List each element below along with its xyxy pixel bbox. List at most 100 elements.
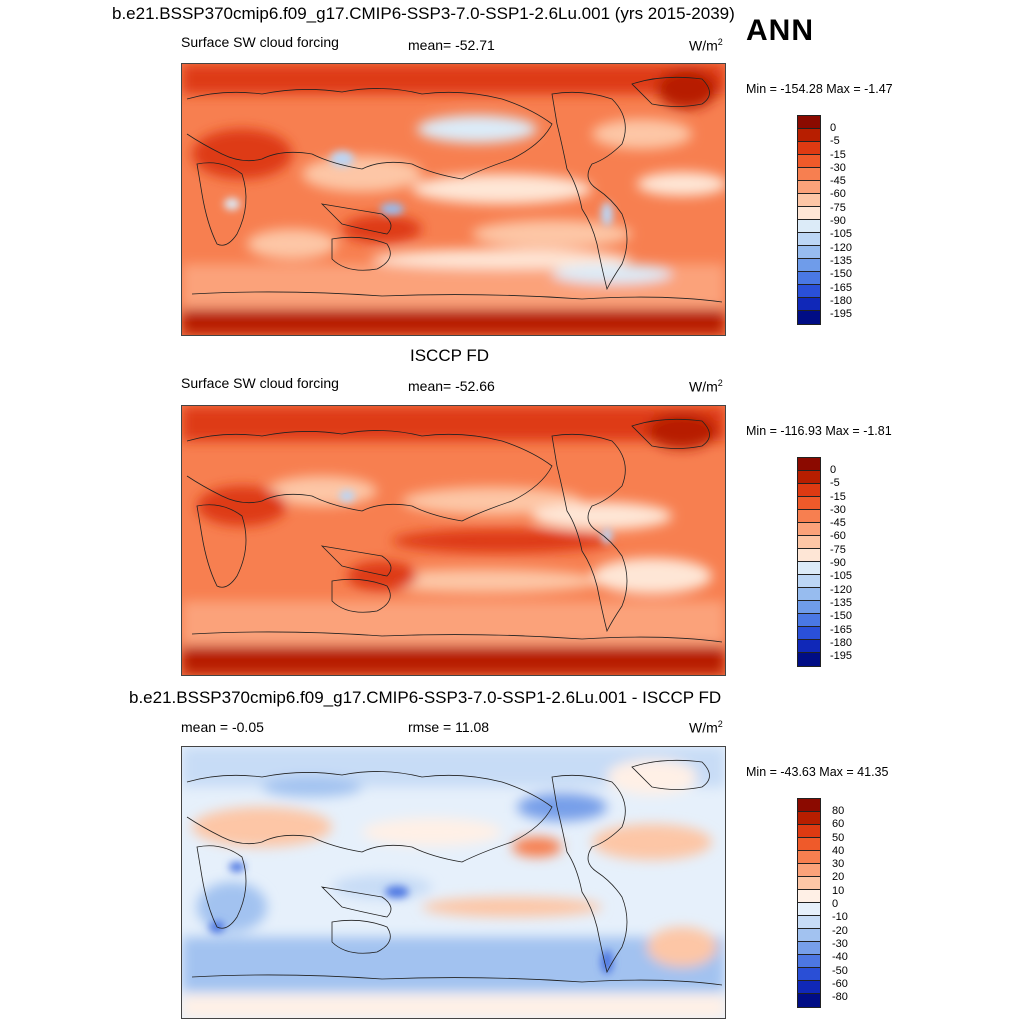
colorbar-swatch: [798, 916, 820, 929]
colorbar-tick-label: -30: [830, 161, 846, 174]
colorbar-tick-label: 0: [830, 122, 837, 134]
panel2-minmax: Min = -116.93 Max = -1.81: [746, 424, 892, 438]
colorbar-tick-label: -105: [830, 570, 853, 583]
colorbar-swatch: [798, 653, 820, 666]
colorbar-swatch: [798, 272, 820, 285]
panel3-minmax: Min = -43.63 Max = 41.35: [746, 765, 889, 779]
colorbar-swatch: [798, 981, 820, 994]
colorbar-tick-label: -195: [830, 308, 853, 321]
colorbar-swatch: [798, 968, 820, 981]
colorbar-tick-label: -60: [830, 188, 846, 201]
colorbar-tick-label: -195: [830, 650, 853, 663]
colorbar-tick-label: -5: [830, 477, 840, 490]
panel1-minmax: Min = -154.28 Max = -1.47: [746, 82, 893, 96]
colorbar-tick-label: 80: [832, 805, 845, 817]
colorbar-swatch: [798, 812, 820, 825]
colorbar-swatch: [798, 246, 820, 259]
colorbar-tick-label: -120: [830, 241, 853, 254]
panel3-colorbar-labels: 80 60 50 40 30 20 10 0 -10 -20 -30 -40 -50 -60 -80: [832, 805, 848, 1004]
colorbar-swatch: [798, 168, 820, 181]
colorbar-tick-label: 20: [832, 871, 845, 884]
panel3-mean-label: mean = -0.05: [181, 719, 264, 735]
panel2-variable-label: Surface SW cloud forcing: [181, 375, 339, 391]
colorbar-swatch: [798, 142, 820, 155]
colorbar-swatch: [798, 825, 820, 838]
panel2-units: W/m2: [689, 378, 723, 395]
colorbar-tick-label: -40: [832, 951, 848, 964]
colorbar-swatch: [798, 588, 820, 601]
panel2-map: [181, 405, 726, 676]
colorbar-tick-label: 0: [832, 898, 839, 911]
colorbar-swatch: [798, 575, 820, 588]
colorbar-tick-label: 30: [832, 858, 845, 871]
colorbar-swatch: [798, 838, 820, 851]
colorbar-tick-label: -150: [830, 610, 853, 623]
colorbar-tick-label: -180: [830, 294, 853, 307]
colorbar-swatch: [798, 536, 820, 549]
colorbar-swatch: [798, 627, 820, 640]
colorbar-swatch: [798, 155, 820, 168]
colorbar-swatch: [798, 129, 820, 142]
colorbar-swatch: [798, 877, 820, 890]
colorbar-tick-label: -75: [830, 543, 846, 556]
colorbar-tick-label: -105: [830, 228, 853, 241]
colorbar-tick-label: 40: [832, 844, 845, 857]
colorbar-swatch: [798, 614, 820, 627]
colorbar-tick-label: -5: [830, 135, 840, 148]
colorbar-tick-label: -165: [830, 281, 853, 294]
colorbar-tick-label: -75: [830, 201, 846, 214]
panel1-colorbar-labels: 0 -5 -15 -30 -45 -60 -75 -90 -105 -120 -135 -150 -16…: [830, 122, 852, 321]
colorbar-tick-label: 0: [830, 464, 837, 476]
panel3-colorbar: [797, 798, 821, 1008]
colorbar-tick-label: -60: [830, 530, 846, 543]
colorbar-swatch: [798, 890, 820, 903]
colorbar-tick-label: -120: [830, 583, 853, 596]
colorbar-swatch: [798, 458, 820, 471]
colorbar-tick-label: -30: [830, 503, 846, 516]
colorbar-swatch: [798, 799, 820, 812]
colorbar-swatch: [798, 955, 820, 968]
colorbar-swatch: [798, 220, 820, 233]
panel1-title: b.e21.BSSP370cmip6.f09_g17.CMIP6-SSP3-7.…: [112, 4, 735, 23]
colorbar-tick-label: -80: [832, 991, 848, 1004]
colorbar-swatch: [798, 942, 820, 955]
colorbar-swatch: [798, 549, 820, 562]
colorbar-swatch: [798, 929, 820, 942]
colorbar-swatch: [798, 484, 820, 497]
colorbar-tick-label: -180: [830, 636, 853, 649]
colorbar-tick-label: -15: [830, 148, 846, 161]
colorbar-swatch: [798, 194, 820, 207]
colorbar-swatch: [798, 116, 820, 129]
colorbar-swatch: [798, 259, 820, 272]
colorbar-swatch: [798, 311, 820, 324]
colorbar-swatch: [798, 207, 820, 220]
colorbar-tick-label: -90: [830, 557, 846, 570]
colorbar-tick-label: -15: [830, 490, 846, 503]
panel1-variable-label: Surface SW cloud forcing: [181, 34, 339, 50]
panel1-colorbar: [797, 115, 821, 325]
colorbar-tick-label: -50: [832, 964, 848, 977]
colorbar-tick-label: -30: [832, 937, 848, 950]
season-label: ANN: [746, 14, 814, 47]
colorbar-tick-label: 10: [832, 884, 845, 897]
colorbar-tick-label: -20: [832, 924, 848, 937]
panel2-mean-label: mean= -52.66: [408, 378, 495, 394]
colorbar-tick-label: -165: [830, 623, 853, 636]
colorbar-swatch: [798, 471, 820, 484]
colorbar-swatch: [798, 510, 820, 523]
colorbar-tick-label: -45: [830, 517, 846, 530]
colorbar-swatch: [798, 233, 820, 246]
colorbar-tick-label: -150: [830, 268, 853, 281]
panel1-units: W/m2: [689, 37, 723, 54]
colorbar-tick-label: -135: [830, 596, 853, 609]
colorbar-tick-label: -45: [830, 175, 846, 188]
colorbar-tick-label: 50: [832, 831, 845, 844]
colorbar-tick-label: -135: [830, 254, 853, 267]
colorbar-swatch: [798, 181, 820, 194]
colorbar-swatch: [798, 903, 820, 916]
colorbar-tick-label: -90: [830, 215, 846, 228]
colorbar-tick-label: 60: [832, 818, 845, 831]
colorbar-swatch: [798, 523, 820, 536]
panel2-colorbar-labels: 0 -5 -15 -30 -45 -60 -75 -90 -105 -120 -135 -150 -16…: [830, 464, 852, 663]
colorbar-swatch: [798, 601, 820, 614]
